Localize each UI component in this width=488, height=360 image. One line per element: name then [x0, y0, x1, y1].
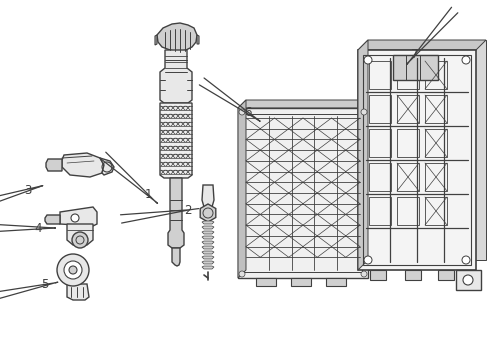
Polygon shape — [202, 226, 214, 229]
Circle shape — [462, 275, 472, 285]
Text: 6: 6 — [244, 107, 251, 120]
Polygon shape — [357, 40, 367, 270]
Polygon shape — [67, 284, 89, 300]
Circle shape — [461, 56, 469, 64]
Polygon shape — [172, 248, 180, 266]
Text: 4: 4 — [34, 221, 41, 234]
Polygon shape — [202, 246, 214, 249]
Bar — [396, 129, 418, 157]
Bar — [290, 278, 310, 286]
Polygon shape — [202, 266, 214, 269]
Polygon shape — [62, 153, 104, 177]
Circle shape — [57, 254, 89, 286]
Bar — [368, 61, 390, 89]
Polygon shape — [202, 251, 214, 254]
Polygon shape — [245, 100, 375, 270]
Polygon shape — [168, 178, 183, 248]
Text: 1: 1 — [144, 189, 151, 202]
Bar — [404, 270, 420, 280]
Bar — [396, 61, 418, 89]
Polygon shape — [60, 207, 97, 226]
Bar — [424, 129, 446, 157]
Bar — [325, 278, 346, 286]
Polygon shape — [202, 241, 214, 244]
Polygon shape — [157, 23, 197, 52]
Polygon shape — [238, 100, 375, 108]
Circle shape — [363, 56, 371, 64]
Polygon shape — [155, 35, 157, 45]
Bar — [424, 95, 446, 123]
Polygon shape — [367, 40, 485, 260]
Bar — [368, 197, 390, 225]
Circle shape — [69, 266, 77, 274]
Polygon shape — [202, 185, 214, 207]
Bar — [256, 278, 275, 286]
Bar — [396, 163, 418, 191]
Polygon shape — [200, 204, 215, 222]
Circle shape — [72, 232, 88, 248]
Polygon shape — [357, 50, 475, 270]
Bar — [244, 114, 361, 272]
Circle shape — [461, 256, 469, 264]
Bar — [362, 55, 470, 265]
Circle shape — [360, 109, 366, 115]
Bar — [368, 95, 390, 123]
Bar — [424, 197, 446, 225]
Polygon shape — [202, 256, 214, 259]
Bar — [392, 55, 437, 80]
Polygon shape — [238, 100, 245, 278]
Bar — [424, 163, 446, 191]
Bar — [396, 95, 418, 123]
Circle shape — [239, 109, 244, 115]
Polygon shape — [202, 231, 214, 234]
Polygon shape — [67, 224, 93, 245]
Polygon shape — [202, 221, 214, 224]
Bar — [396, 197, 418, 225]
Bar — [369, 270, 385, 280]
Text: 2: 2 — [184, 203, 191, 216]
Circle shape — [363, 256, 371, 264]
Polygon shape — [100, 158, 114, 175]
Bar — [424, 61, 446, 89]
Polygon shape — [202, 236, 214, 239]
Polygon shape — [202, 261, 214, 264]
Bar — [368, 129, 390, 157]
Circle shape — [239, 271, 244, 277]
Text: 3: 3 — [24, 184, 32, 197]
Bar — [368, 163, 390, 191]
Circle shape — [360, 271, 366, 277]
Polygon shape — [46, 159, 62, 171]
Circle shape — [71, 214, 79, 222]
Text: 7: 7 — [410, 49, 418, 62]
Bar — [437, 270, 453, 280]
Circle shape — [64, 261, 82, 279]
Polygon shape — [238, 108, 367, 278]
Polygon shape — [160, 103, 192, 178]
Polygon shape — [357, 40, 485, 50]
Polygon shape — [455, 270, 480, 290]
Text: 5: 5 — [41, 279, 49, 292]
Polygon shape — [160, 50, 192, 103]
Polygon shape — [45, 215, 60, 224]
Polygon shape — [197, 35, 199, 44]
